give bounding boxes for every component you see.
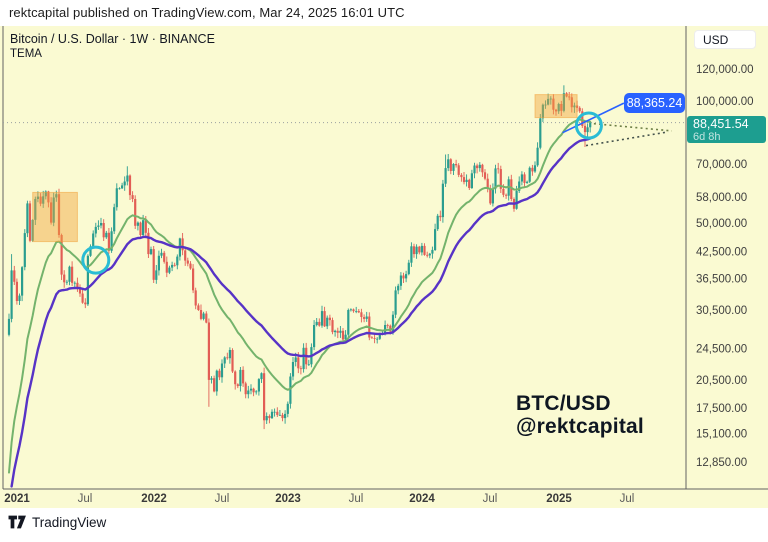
svg-text:70,000.00: 70,000.00	[696, 159, 747, 171]
price-axis-labels[interactable]: 120,000.00 100,000.00 70,000.00 58,000.00 50…	[696, 64, 754, 469]
svg-text:17,500.00: 17,500.00	[696, 403, 747, 415]
trendline[interactable]	[562, 102, 625, 134]
dotted-projection-line[interactable]	[585, 131, 669, 147]
svg-text:12,850.00: 12,850.00	[696, 457, 747, 469]
time-axis-labels[interactable]: 2021 Jul 2022 Jul 2023 Jul 2024 Jul 2025 Jul	[4, 493, 634, 505]
tradingview-logo-icon	[8, 515, 26, 529]
indicator-label[interactable]: TEMA	[10, 48, 42, 60]
axis-frame	[2, 26, 768, 490]
svg-text:Jul: Jul	[620, 493, 635, 505]
circle-annotation[interactable]	[81, 245, 111, 275]
svg-text:100,000.00: 100,000.00	[696, 96, 754, 108]
svg-text:36,500.00: 36,500.00	[696, 273, 747, 285]
bottom-strip	[0, 508, 768, 542]
watermark: BTC/USD @rektcapital	[516, 392, 644, 438]
footer-brand[interactable]: TradingView	[8, 512, 106, 532]
tema-slow-line	[10, 137, 592, 488]
svg-text:42,500.00: 42,500.00	[696, 247, 747, 259]
svg-text:58,000.00: 58,000.00	[696, 192, 747, 204]
svg-text:30,500.00: 30,500.00	[696, 305, 747, 317]
svg-text:15,100.00: 15,100.00	[696, 429, 747, 441]
svg-text:Jul: Jul	[349, 493, 364, 505]
trendline-price-badge[interactable]: 88,365.24	[624, 93, 685, 113]
last-price-value: 88,451.54	[693, 117, 749, 131]
attribution-bar: rektcapital published on TradingView.com…	[0, 0, 768, 26]
circle-annotation[interactable]	[574, 111, 603, 140]
attribution-text: rektcapital published on TradingView.com…	[9, 5, 405, 20]
svg-text:20,500.00: 20,500.00	[696, 375, 747, 387]
svg-text:120,000.00: 120,000.00	[696, 64, 754, 76]
svg-text:24,500.00: 24,500.00	[696, 344, 747, 356]
svg-text:Jul: Jul	[215, 493, 230, 505]
watermark-handle: @rektcapital	[516, 415, 644, 438]
watermark-symbol: BTC/USD	[516, 392, 611, 415]
svg-text:2024: 2024	[409, 493, 435, 505]
svg-text:2023: 2023	[275, 493, 301, 505]
svg-text:Jul: Jul	[78, 493, 93, 505]
highlight-box[interactable]	[534, 94, 578, 119]
currency-button[interactable]: USD	[694, 30, 756, 49]
tema-fast-line	[8, 118, 592, 474]
svg-text:2021: 2021	[4, 493, 30, 505]
symbol-header: Bitcoin / U.S. Dollar · 1W · BINANCE TEM…	[10, 31, 215, 62]
svg-text:2025: 2025	[546, 493, 572, 505]
last-price-badge[interactable]: 88,451.54 6d 8h	[687, 116, 766, 143]
svg-text:Jul: Jul	[483, 493, 498, 505]
symbol-title[interactable]: Bitcoin / U.S. Dollar · 1W · BINANCE	[10, 32, 215, 46]
dotted-projection-line[interactable]	[593, 122, 672, 132]
candles-layer	[7, 85, 592, 430]
svg-text:2022: 2022	[141, 493, 167, 505]
bar-countdown: 6d 8h	[693, 131, 721, 143]
highlight-box[interactable]	[32, 191, 78, 243]
svg-text:50,000.00: 50,000.00	[696, 218, 747, 230]
tradingview-brand-text: TradingView	[32, 514, 107, 530]
